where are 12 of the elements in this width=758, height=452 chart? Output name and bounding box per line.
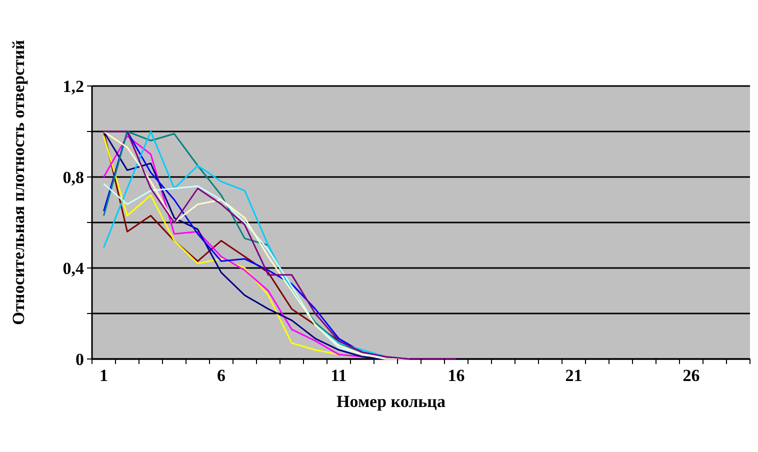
y-tick-label: 0 — [76, 350, 84, 369]
x-tick-label: 1 — [100, 366, 108, 385]
y-tick-label: 1,2 — [62, 76, 84, 96]
x-tick-label: 11 — [330, 366, 347, 385]
x-tick-label: 6 — [217, 366, 226, 385]
y-tick-label: 0,4 — [62, 258, 84, 278]
y-axis-title: Относительная плотность отверстий — [9, 40, 28, 326]
x-tick-label: 16 — [448, 366, 465, 385]
x-axis-title: Номер кольца — [336, 392, 446, 411]
y-tick-label: 0,8 — [62, 168, 84, 187]
x-tick-label: 21 — [565, 366, 582, 385]
x-tick-label: 26 — [682, 366, 700, 385]
